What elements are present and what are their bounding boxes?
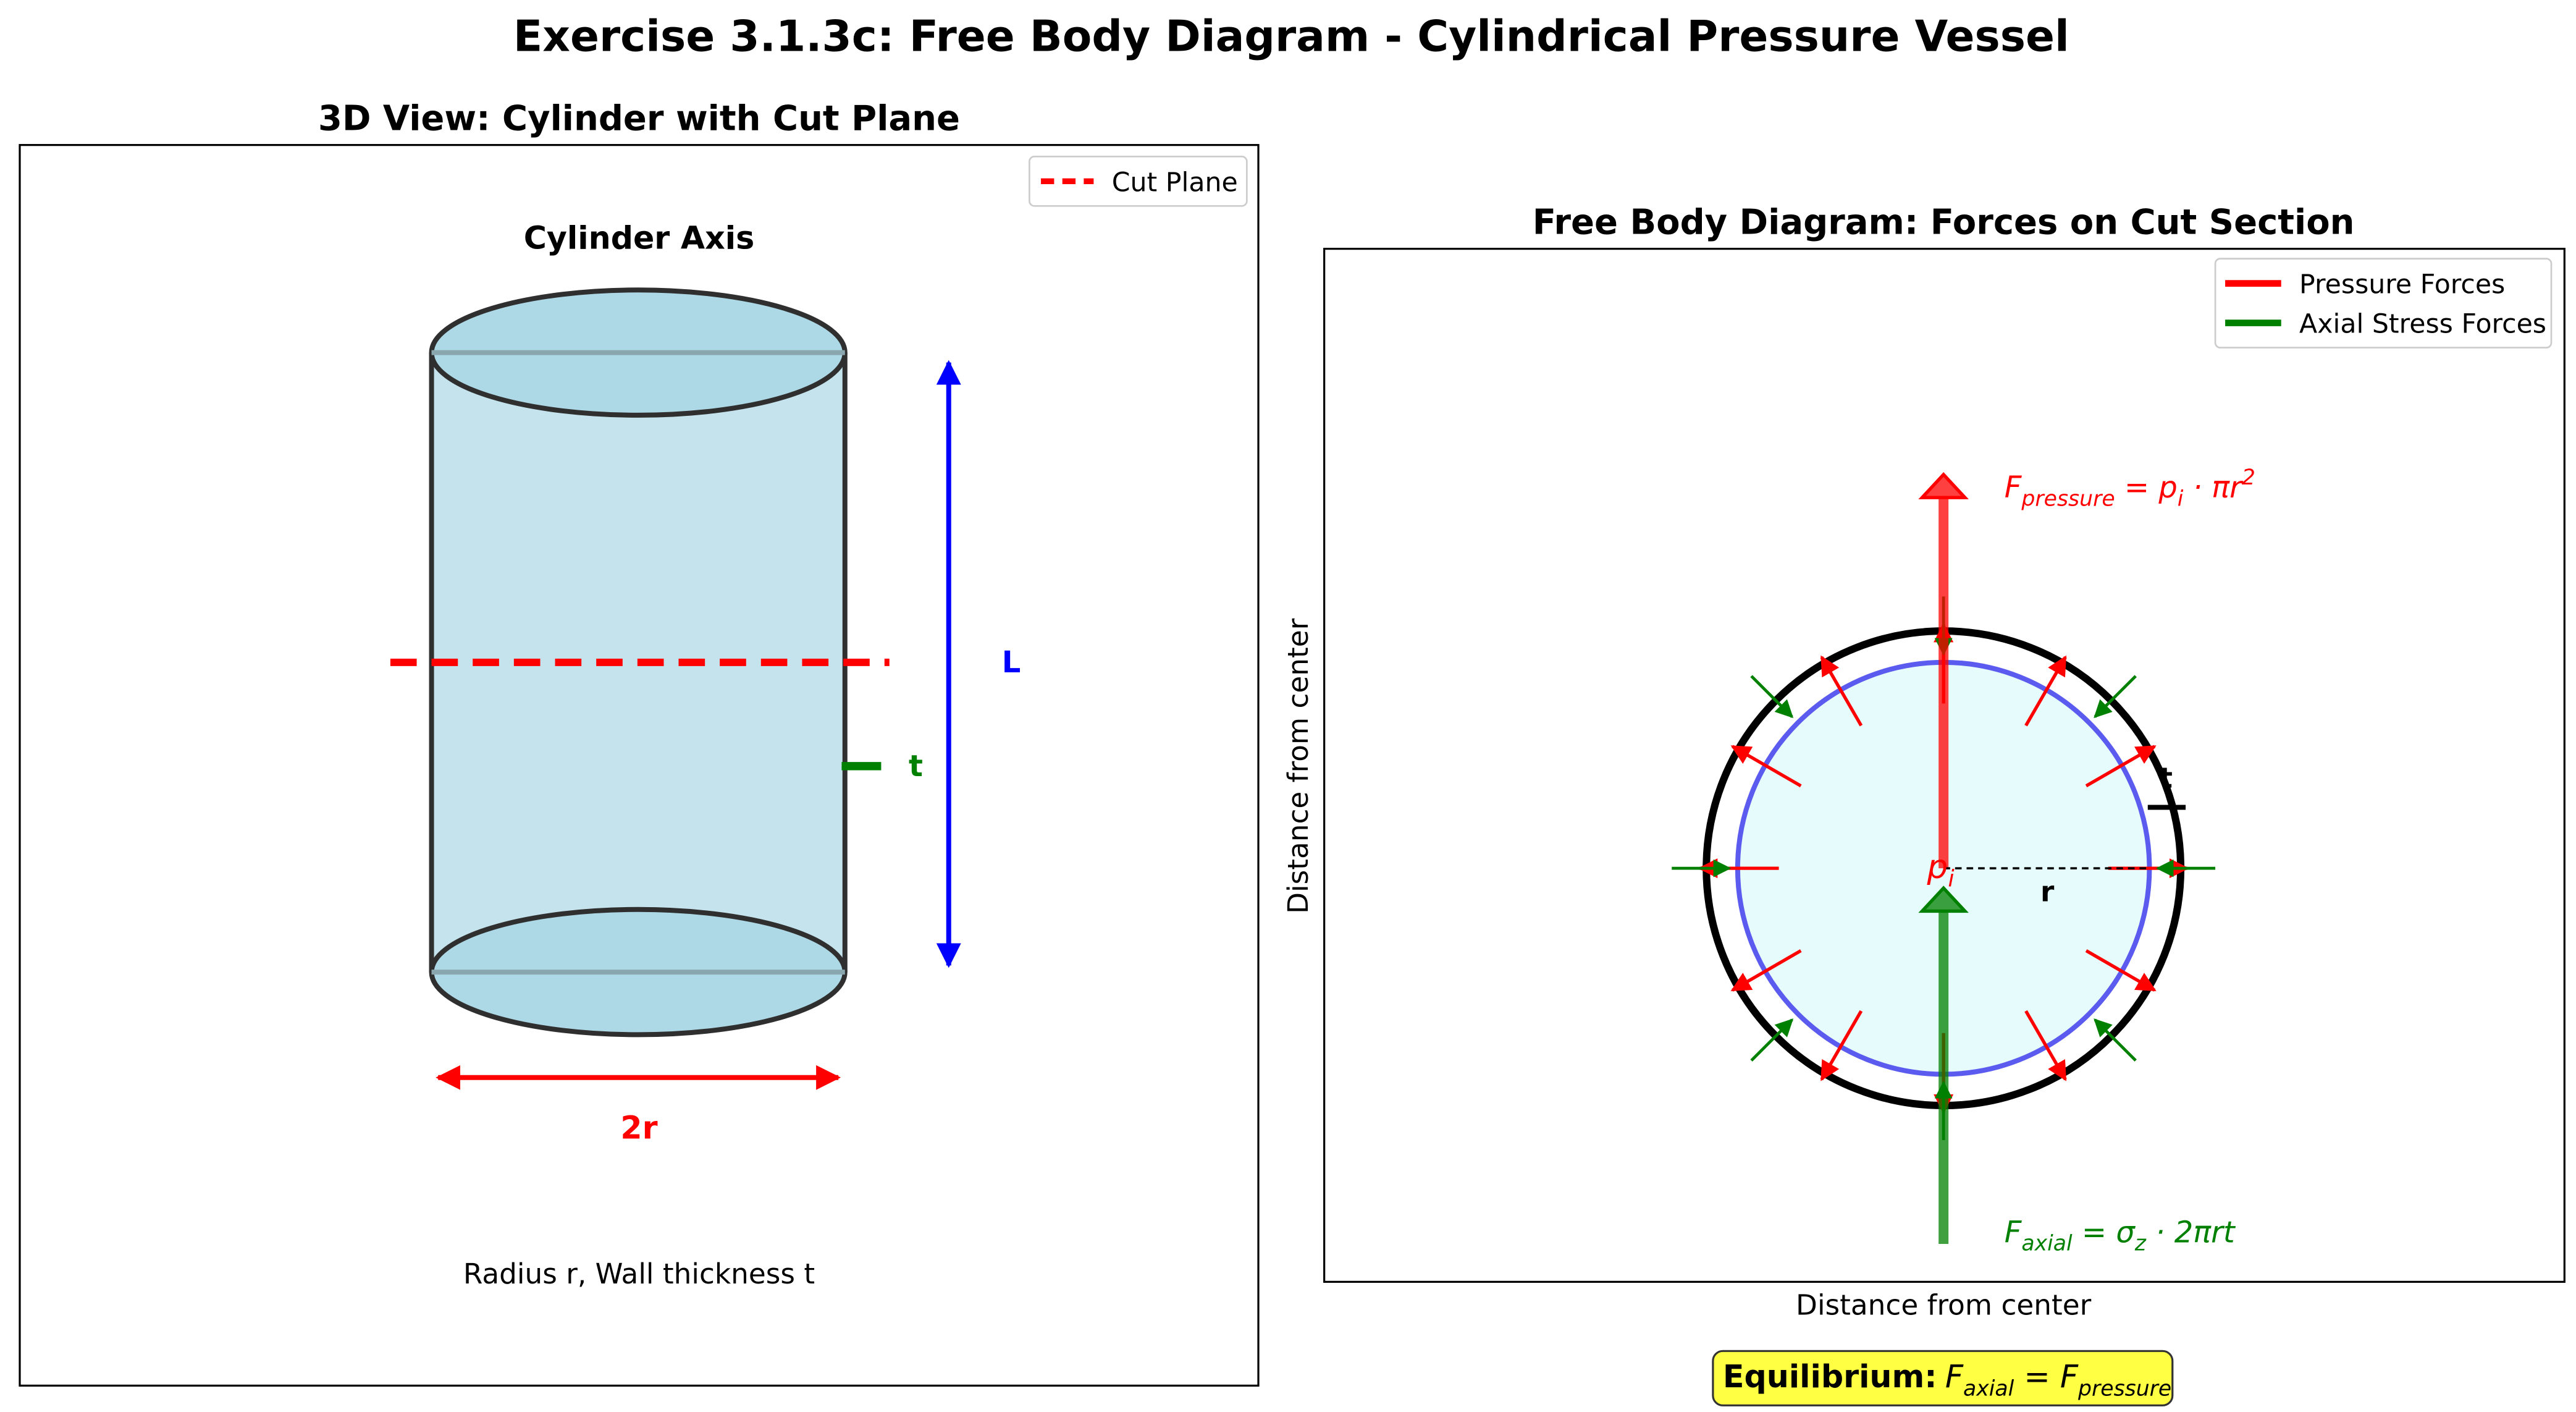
axial-legend-label: Axial Stress Forces bbox=[2299, 309, 2546, 340]
pressure-force-arrow bbox=[1730, 745, 1802, 788]
right-panel: Free Body Diagram: Forces on Cut Section… bbox=[1282, 203, 2565, 1322]
pressure-force-arrow bbox=[2085, 949, 2157, 992]
right-panel-title: Free Body Diagram: Forces on Cut Section bbox=[1533, 203, 2355, 243]
axial-stress-arrow bbox=[1750, 1018, 1794, 1062]
equilibrium-box: Equilibrium: Faxial = Fpressure bbox=[1712, 1350, 2174, 1406]
length-label: L bbox=[1002, 645, 1021, 680]
pressure-force-arrow bbox=[2024, 655, 2067, 727]
internal-pressure-label: pi bbox=[1927, 848, 1955, 892]
axial-stress-arrow bbox=[2094, 675, 2137, 719]
pressure-force-arrow bbox=[1730, 949, 1802, 992]
left-panel-frame bbox=[19, 144, 1260, 1387]
pressure-force-arrow bbox=[2085, 745, 2157, 788]
pressure-force-formula: Fpressure = pi · πr2 bbox=[2005, 465, 2255, 512]
x-axis-label: Distance from center bbox=[1796, 1289, 2092, 1322]
diameter-label: 2r bbox=[620, 1109, 657, 1146]
radius-label: r bbox=[2040, 875, 2055, 908]
left-panel-title: 3D View: Cylinder with Cut Plane bbox=[318, 99, 960, 139]
pressure-force-arrow bbox=[1820, 1010, 1863, 1081]
pressure-resultant-arrow bbox=[1918, 471, 1969, 869]
axial-force-formula: Faxial = σz · 2πrt bbox=[2005, 1215, 2236, 1256]
pressure-force-arrow bbox=[1820, 655, 1863, 727]
pressure-force-arrow bbox=[2024, 1010, 2067, 1081]
right-panel-frame bbox=[1323, 248, 2565, 1283]
thickness-label: t bbox=[909, 749, 923, 784]
axial-stress-arrow bbox=[1750, 675, 1794, 719]
figure-title: Exercise 3.1.3c: Free Body Diagram - Cyl… bbox=[513, 12, 2069, 62]
y-axis-label: Distance from center bbox=[1282, 618, 1315, 914]
equilibrium-text: Equilibrium: Faxial = Fpressure bbox=[1723, 1358, 2171, 1401]
axial-resultant-arrow bbox=[1918, 886, 1969, 1245]
axial-stress-arrow bbox=[2094, 1018, 2137, 1062]
cylinder-caption: Radius r, Wall thickness t bbox=[463, 1258, 815, 1290]
cut-plane-legend-label: Cut Plane bbox=[1112, 167, 1238, 198]
pressure-legend-label: Pressure Forces bbox=[2299, 269, 2505, 300]
wall-thickness-label: t bbox=[2159, 761, 2173, 794]
right-legend: Pressure Forces Axial Stress Forces bbox=[2214, 258, 2553, 349]
left-legend: Cut Plane bbox=[1029, 155, 1248, 207]
left-panel: 3D View: Cylinder with Cut Plane Cut Pla… bbox=[19, 99, 1260, 1387]
cylinder-axis-label: Cylinder Axis bbox=[524, 220, 754, 256]
